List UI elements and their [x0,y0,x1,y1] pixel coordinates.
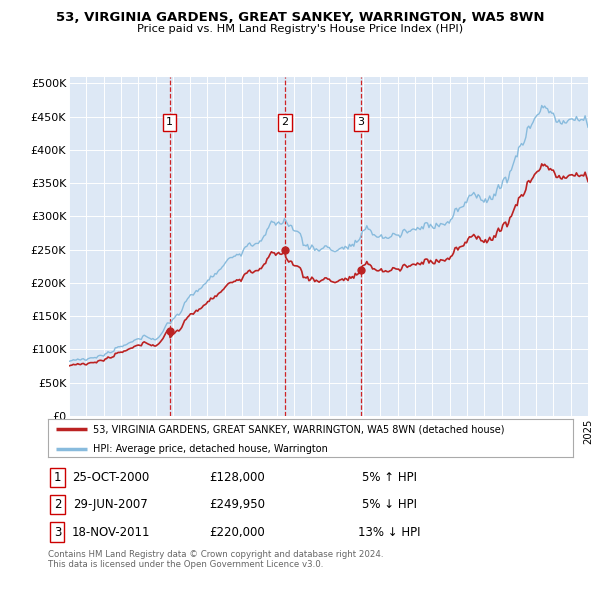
Text: 2: 2 [281,117,289,127]
Text: 13% ↓ HPI: 13% ↓ HPI [358,526,421,539]
Text: 29-JUN-2007: 29-JUN-2007 [74,498,148,511]
Text: Contains HM Land Registry data © Crown copyright and database right 2024.
This d: Contains HM Land Registry data © Crown c… [48,550,383,569]
Text: 2: 2 [54,498,61,511]
Text: 18-NOV-2011: 18-NOV-2011 [72,526,150,539]
Text: 53, VIRGINIA GARDENS, GREAT SANKEY, WARRINGTON, WA5 8WN: 53, VIRGINIA GARDENS, GREAT SANKEY, WARR… [56,11,544,24]
Text: £128,000: £128,000 [209,471,265,484]
Text: 3: 3 [358,117,365,127]
Text: 3: 3 [54,526,61,539]
Text: £220,000: £220,000 [209,526,265,539]
Text: 25-OCT-2000: 25-OCT-2000 [73,471,149,484]
Text: 5% ↑ HPI: 5% ↑ HPI [362,471,417,484]
Text: Price paid vs. HM Land Registry's House Price Index (HPI): Price paid vs. HM Land Registry's House … [137,24,463,34]
Text: £249,950: £249,950 [209,498,265,511]
Text: 1: 1 [166,117,173,127]
Text: 53, VIRGINIA GARDENS, GREAT SANKEY, WARRINGTON, WA5 8WN (detached house): 53, VIRGINIA GARDENS, GREAT SANKEY, WARR… [92,425,504,435]
Text: 1: 1 [54,471,61,484]
Text: 5% ↓ HPI: 5% ↓ HPI [362,498,417,511]
Text: HPI: Average price, detached house, Warrington: HPI: Average price, detached house, Warr… [92,444,328,454]
